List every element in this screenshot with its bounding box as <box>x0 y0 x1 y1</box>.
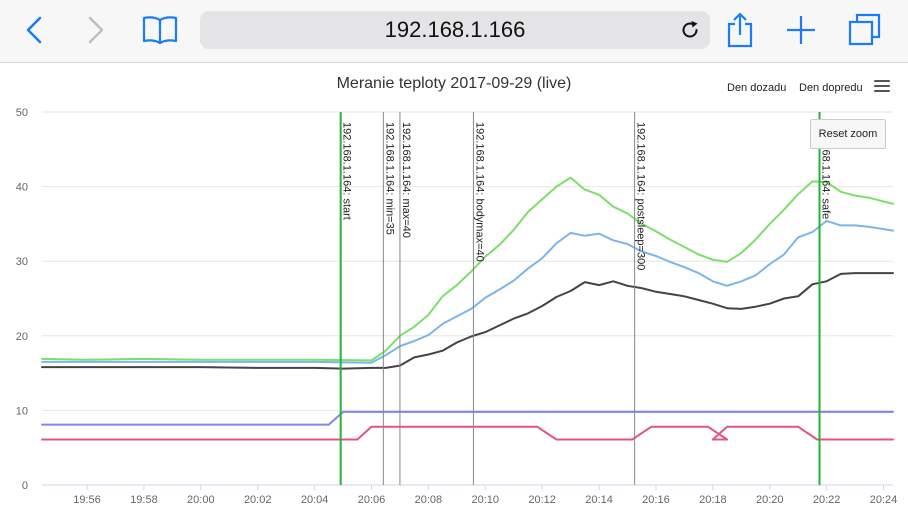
series-line-3 <box>41 272 894 370</box>
series-line-5 <box>41 425 894 441</box>
forward-button[interactable] <box>76 10 116 50</box>
x-tick-label: 20:24 <box>870 494 898 506</box>
back-button[interactable] <box>14 10 54 50</box>
x-tick-label: 20:16 <box>642 494 670 506</box>
share-icon <box>727 12 753 48</box>
y-tick-label: 20 <box>16 331 28 343</box>
share-button[interactable] <box>720 10 760 50</box>
new-tab-button[interactable] <box>781 10 821 50</box>
annotation-label: 192.168.1.164: max=40 <box>400 122 412 238</box>
x-tick-label: 20:22 <box>813 494 841 506</box>
new-tab-icon <box>787 16 815 44</box>
x-tick-label: 20:12 <box>528 494 556 506</box>
series-line-1 <box>41 176 894 362</box>
series-line-4 <box>41 410 894 426</box>
x-tick-label: 20:06 <box>358 494 386 506</box>
y-tick-label: 0 <box>22 480 28 492</box>
x-tick-label: 20:14 <box>585 494 613 506</box>
back-icon <box>26 16 42 44</box>
y-tick-label: 30 <box>16 256 28 268</box>
url-text[interactable]: 192.168.1.166 <box>384 17 526 42</box>
tabs-icon <box>848 13 881 46</box>
browser-toolbar: 192.168.1.166 <box>0 0 908 63</box>
x-tick-label: 20:04 <box>301 494 329 506</box>
next-day-link[interactable]: Den dopredu <box>799 82 863 94</box>
y-tick-label: 50 <box>16 107 28 119</box>
chart-container: Meranie teploty 2017-09-29 (live) Den do… <box>0 63 908 510</box>
bookmarks-button[interactable] <box>140 10 180 50</box>
annotation-label: 192.168.1.164: min=35 <box>383 122 395 235</box>
bookmarks-icon <box>142 16 178 45</box>
tabs-button[interactable] <box>845 10 885 50</box>
annotation-label: 192.168.1.164: start <box>341 122 353 220</box>
y-tick-label: 40 <box>16 182 28 194</box>
x-tick-label: 19:56 <box>73 494 101 506</box>
x-tick-label: 20:08 <box>415 494 443 506</box>
chart-title: Meranie teploty 2017-09-29 (live) <box>336 75 572 92</box>
reload-button[interactable] <box>676 16 704 44</box>
reset-zoom-button[interactable]: Reset zoom <box>810 119 886 149</box>
x-tick-label: 20:10 <box>472 494 500 506</box>
chart-menu-icon[interactable] <box>874 80 890 94</box>
annotation-label: 192.168.1.164: postsleep=300 <box>635 122 647 270</box>
x-tick-label: 19:58 <box>130 494 158 506</box>
previous-day-link[interactable]: Den dozadu <box>727 82 787 94</box>
forward-icon <box>88 16 104 44</box>
x-tick-label: 20:02 <box>244 494 272 506</box>
series-line-2 <box>41 219 894 364</box>
x-tick-label: 20:20 <box>756 494 784 506</box>
x-tick-label: 20:00 <box>187 494 215 506</box>
address-bar[interactable]: 192.168.1.166 <box>200 11 710 49</box>
x-tick-label: 20:18 <box>699 494 727 506</box>
annotation-label: 192.168.1.164: bodymax=40 <box>473 122 485 262</box>
reload-icon <box>682 21 698 38</box>
y-tick-label: 10 <box>16 405 28 417</box>
temperature-chart[interactable]: 0 10 20 30 40 50 19:56 19:58 20:00 20:02 20:04 20:0… <box>0 63 908 510</box>
